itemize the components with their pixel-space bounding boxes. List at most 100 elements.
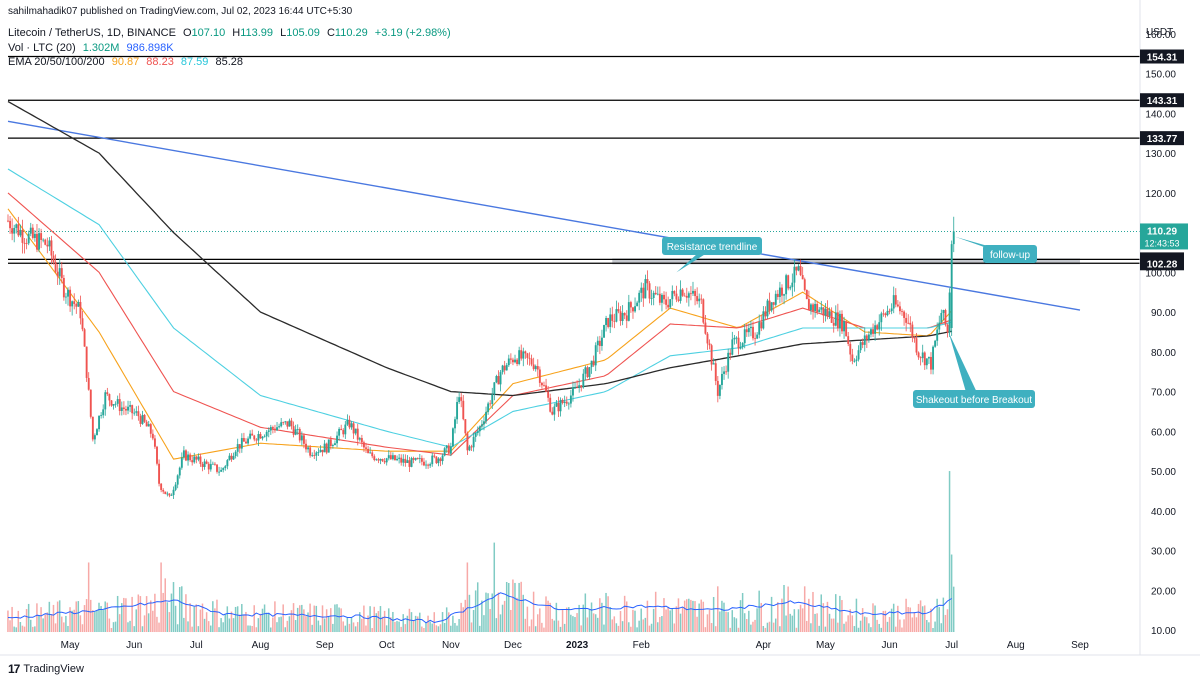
time-axis: May Jun Jul Aug Sep Oct Nov Dec 2023 Feb Apr May Jun… [0,640,1200,656]
price-tick-label: 80.00 [1151,348,1176,359]
volume-bar [857,627,860,633]
candle-body [607,317,610,327]
volume-bar [67,625,69,633]
volume-bar [65,615,67,633]
candle-body [178,467,181,476]
volume-bar [94,611,96,633]
volume-bar [75,601,77,633]
candle-body [371,452,374,457]
candle-body [799,266,802,276]
volume-bar [164,578,166,633]
candle-body [665,299,668,305]
candle-body [352,423,355,434]
candle-body [145,421,148,427]
candle-body [77,301,80,307]
volume-bar [868,623,870,633]
candle-body [946,324,949,333]
candle-body [952,231,955,245]
candle-body [907,322,910,324]
candle-body [311,455,314,456]
candle-body [454,419,456,429]
legend-volume-row[interactable]: Vol · LTC (20) 1.302M 986.898K [8,42,178,54]
volume-bar [861,608,864,633]
volume-bar [348,623,351,633]
volume-bar [690,599,692,633]
volume-bar [574,617,576,633]
candle-body [278,426,281,428]
follow-up-callout-box [983,245,1037,263]
candle-body [857,350,860,360]
currency-label[interactable]: USDT [1146,27,1174,38]
volume-bar [516,597,518,633]
volume-bar [315,605,318,633]
candle-body [104,392,107,410]
candle-body [778,287,781,298]
candle-body [412,458,415,460]
volume-bar [938,607,940,633]
volume-bar [803,586,806,633]
tradingview-brand[interactable]: 17 TradingView [8,662,84,676]
candle-body [87,377,90,390]
volume-bar [777,602,779,633]
price-tick-label: 90.00 [1151,308,1176,319]
candle-body [348,419,351,428]
volume-bar [427,615,429,633]
volume-bar [712,596,715,633]
candle-body [408,460,411,467]
candle-body [255,439,258,441]
volume-bar [259,613,262,633]
candle-body [238,444,241,449]
candle-body [365,447,367,449]
volume-bar [439,624,442,633]
volume-bar [118,614,121,633]
volume-bar [369,606,371,633]
horizontal-levels[interactable] [8,55,1140,264]
candle-body [675,293,678,300]
candle-body [520,350,523,359]
candle-body [27,233,30,244]
volume-bar [876,619,878,633]
candle-body [679,289,682,301]
volume-bar [657,622,659,633]
candle-body [73,301,76,304]
volume-bar [253,605,255,633]
candle-body [404,458,407,463]
volume-bar [241,604,243,633]
candle-body [507,358,510,366]
candle-body [226,460,229,467]
candle-body [814,303,817,311]
volume-bar [549,602,551,633]
volume-bar [897,605,899,633]
volume-bar [340,608,342,633]
candle-body [147,424,150,427]
candle-body [789,287,792,289]
candle-body [752,326,754,339]
volume-bar [416,616,419,633]
volume-bar [555,602,558,633]
candle-body [317,452,320,453]
legend-symbol-row[interactable]: Litecoin / TetherUS, 1D, BINANCE O107.10… [8,27,455,39]
volume-bar [32,626,34,633]
candle-body [120,407,123,411]
candle-body [876,325,879,330]
candle-body [634,306,636,312]
candle-body [663,294,665,300]
candle-body [505,365,508,371]
candle-body [387,455,390,459]
volume-bar [578,604,580,633]
volume-label: Vol · LTC (20) [8,42,76,54]
candle-body [336,435,338,444]
volume-bar [723,602,725,633]
legend-ema-row[interactable]: EMA 20/50/100/200 90.87 88.23 87.59 85.2… [8,56,247,68]
time-tick-label: Dec [504,640,522,651]
annotations[interactable]: Resistance trendline follow-up Shakeout be… [662,236,1037,408]
volume-bar [40,607,42,633]
candle-body [122,407,125,410]
trendline[interactable] [7,120,1081,311]
candle-body [522,351,525,359]
candle-body [315,452,318,456]
candle-body [861,342,864,345]
candle-body [896,304,899,307]
high-value: H113.99 [232,27,273,39]
